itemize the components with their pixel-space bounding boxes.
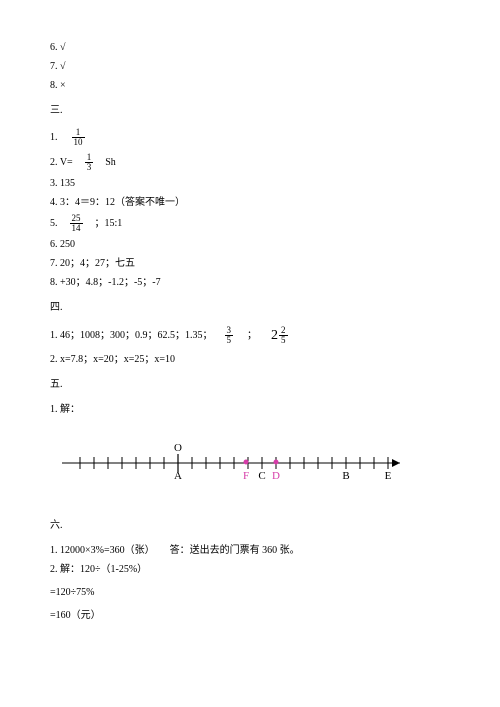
s3-q2-lead: 2. V= bbox=[50, 155, 73, 170]
svg-text:B: B bbox=[342, 470, 349, 482]
s3-q2-tail: Sh bbox=[105, 155, 116, 170]
section-4-head: 四. bbox=[50, 300, 450, 315]
fraction-1-10: 1 10 bbox=[72, 128, 85, 147]
s6-q2a: 2. 解：120÷（1-25%） bbox=[50, 562, 450, 577]
svg-text:O: O bbox=[174, 442, 182, 454]
item-6: 6. √ bbox=[50, 40, 450, 55]
denominator: 5 bbox=[225, 336, 234, 345]
s5-q1: 1. 解： bbox=[50, 402, 450, 417]
s3-q4: 4. 3：4＝9：12（答案不唯一） bbox=[50, 195, 450, 210]
s3-q5-tail: ；15:1 bbox=[95, 216, 123, 231]
svg-text:D: D bbox=[272, 470, 280, 482]
number-line-svg: O A FCD B E bbox=[50, 435, 410, 491]
s4-q2: 2. x=7.8；x=20；x=25；x=10 bbox=[50, 352, 450, 367]
item-8: 8. × bbox=[50, 78, 450, 93]
s4-q1-lead: 1. 46；1008；300；0.9；62.5；1.35； bbox=[50, 328, 213, 343]
item-7: 7. √ bbox=[50, 59, 450, 74]
svg-text:C: C bbox=[258, 470, 265, 482]
s6-q2b: =120÷75% bbox=[50, 585, 450, 600]
s3-q8: 8. +30；4.8；-1.2；-5；-7 bbox=[50, 275, 450, 290]
s4-q1: 1. 46；1008；300；0.9；62.5；1.35； 3 5 ； 2 2 … bbox=[50, 325, 450, 346]
s6-q1: 1. 12000×3%=360（张） 答：送出去的门票有 360 张。 bbox=[50, 543, 450, 558]
s6-q2c: =160（元） bbox=[50, 608, 450, 623]
number-line-figure: O A FCD B E bbox=[50, 435, 450, 496]
s3-q5: 5. 25 14 ；15:1 bbox=[50, 214, 450, 233]
s3-q5-lead: 5. bbox=[50, 216, 58, 231]
s3-q3: 3. 135 bbox=[50, 176, 450, 191]
denominator: 3 bbox=[85, 163, 94, 172]
s3-q6: 6. 250 bbox=[50, 237, 450, 252]
s3-q1-lead: 1. bbox=[50, 130, 58, 145]
denominator: 10 bbox=[72, 138, 85, 147]
s3-q2: 2. V= 1 3 Sh bbox=[50, 153, 450, 172]
svg-text:A: A bbox=[174, 470, 182, 482]
whole-part: 2 bbox=[271, 325, 278, 346]
mixed-2-2-5: 2 2 5 bbox=[271, 325, 288, 346]
svg-text:F: F bbox=[243, 470, 249, 482]
s3-q7: 7. 20；4；27；七五 bbox=[50, 256, 450, 271]
denominator: 5 bbox=[279, 336, 288, 345]
fraction-3-5: 3 5 bbox=[225, 326, 234, 345]
section-3-head: 三. bbox=[50, 103, 450, 118]
fraction-1-3: 1 3 bbox=[85, 153, 94, 172]
svg-text:E: E bbox=[385, 470, 392, 482]
s4-q1-sep: ； bbox=[247, 328, 257, 343]
section-5-head: 五. bbox=[50, 377, 450, 392]
denominator: 14 bbox=[70, 224, 83, 233]
fraction-25-14: 25 14 bbox=[70, 214, 83, 233]
s3-q1: 1. 1 10 bbox=[50, 128, 450, 147]
section-6-head: 六. bbox=[50, 518, 450, 533]
